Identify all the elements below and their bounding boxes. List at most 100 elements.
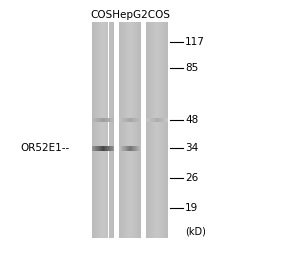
Bar [157,118,158,122]
Bar [113,22,114,238]
Bar [128,118,129,122]
Bar [97,22,98,238]
Bar [121,145,122,150]
Bar [100,118,101,122]
Bar [130,118,131,122]
Bar [96,145,97,150]
Bar [130,145,131,150]
Bar [119,118,120,122]
Bar [166,118,167,122]
Bar [129,22,130,238]
Bar [102,22,103,238]
Bar [167,118,168,122]
Bar [110,118,111,122]
Bar [146,118,147,122]
Bar [134,118,135,122]
Bar [104,145,105,150]
Bar [138,22,139,238]
Bar [130,22,131,238]
Bar [153,118,154,122]
Bar [94,118,95,122]
Bar [133,118,134,122]
Bar [124,22,125,238]
Bar [94,22,95,238]
Text: 34: 34 [185,143,198,153]
Bar [122,118,123,122]
Bar [134,145,135,150]
Bar [124,118,125,122]
Bar [137,145,138,150]
Bar [104,118,105,122]
Bar [112,145,113,150]
Bar [108,145,109,150]
Bar [129,145,130,150]
Bar [97,118,98,122]
Bar [152,118,153,122]
Bar [156,118,157,122]
Bar [123,22,124,238]
Bar [135,22,136,238]
Bar [165,22,166,238]
Bar [93,118,94,122]
Bar [105,118,106,122]
Bar [126,22,127,238]
Bar [150,22,151,238]
Bar [95,145,96,150]
Bar [128,145,129,150]
Bar [120,118,121,122]
Bar [129,118,130,122]
Bar [102,118,103,122]
Bar [111,145,112,150]
Bar [102,145,103,150]
Bar [136,22,137,238]
Bar [166,22,167,238]
Bar [137,118,138,122]
Bar [111,118,112,122]
Bar [97,145,98,150]
Bar [131,22,132,238]
Bar [103,118,104,122]
Bar [101,118,102,122]
Bar [133,145,134,150]
Bar [105,22,106,238]
Bar [161,118,162,122]
Bar [160,118,161,122]
Bar [138,118,139,122]
Bar [120,22,121,238]
Bar [107,22,108,238]
Bar [98,118,99,122]
Bar [139,145,140,150]
Bar [132,145,133,150]
Bar [109,145,110,150]
Bar [147,118,148,122]
Bar [140,145,141,150]
Bar [110,145,111,150]
Bar [120,145,121,150]
Bar [136,118,137,122]
Text: OR52E1--: OR52E1-- [20,143,69,153]
Bar [93,22,94,238]
Bar [95,22,96,238]
Bar [106,118,107,122]
Bar [109,22,110,238]
Text: 85: 85 [185,63,198,73]
Bar [106,145,107,150]
Text: 26: 26 [185,173,198,183]
Bar [135,118,136,122]
Bar [94,145,95,150]
Bar [119,145,120,150]
Bar [140,118,141,122]
Text: 117: 117 [185,37,205,47]
Bar [98,22,99,238]
Bar [101,22,102,238]
Bar [125,118,126,122]
Bar [104,22,105,238]
Text: 48: 48 [185,115,198,125]
Bar [123,118,124,122]
Bar [122,145,123,150]
Bar [106,22,107,238]
Bar [99,118,100,122]
Bar [163,22,164,238]
Bar [134,22,135,238]
Bar [103,145,104,150]
